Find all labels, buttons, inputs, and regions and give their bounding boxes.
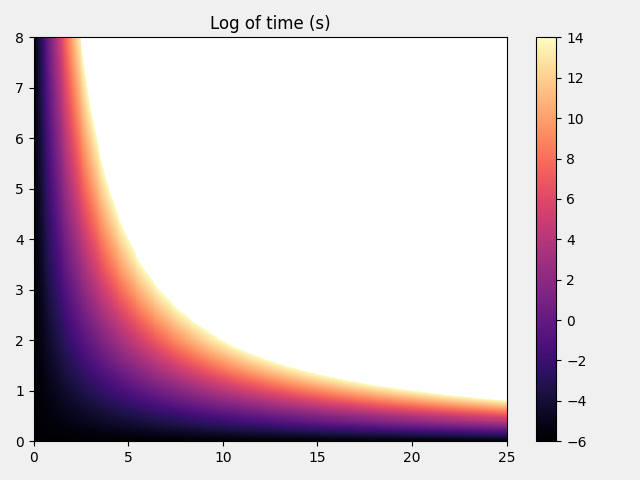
- Title: Log of time (s): Log of time (s): [210, 15, 330, 33]
